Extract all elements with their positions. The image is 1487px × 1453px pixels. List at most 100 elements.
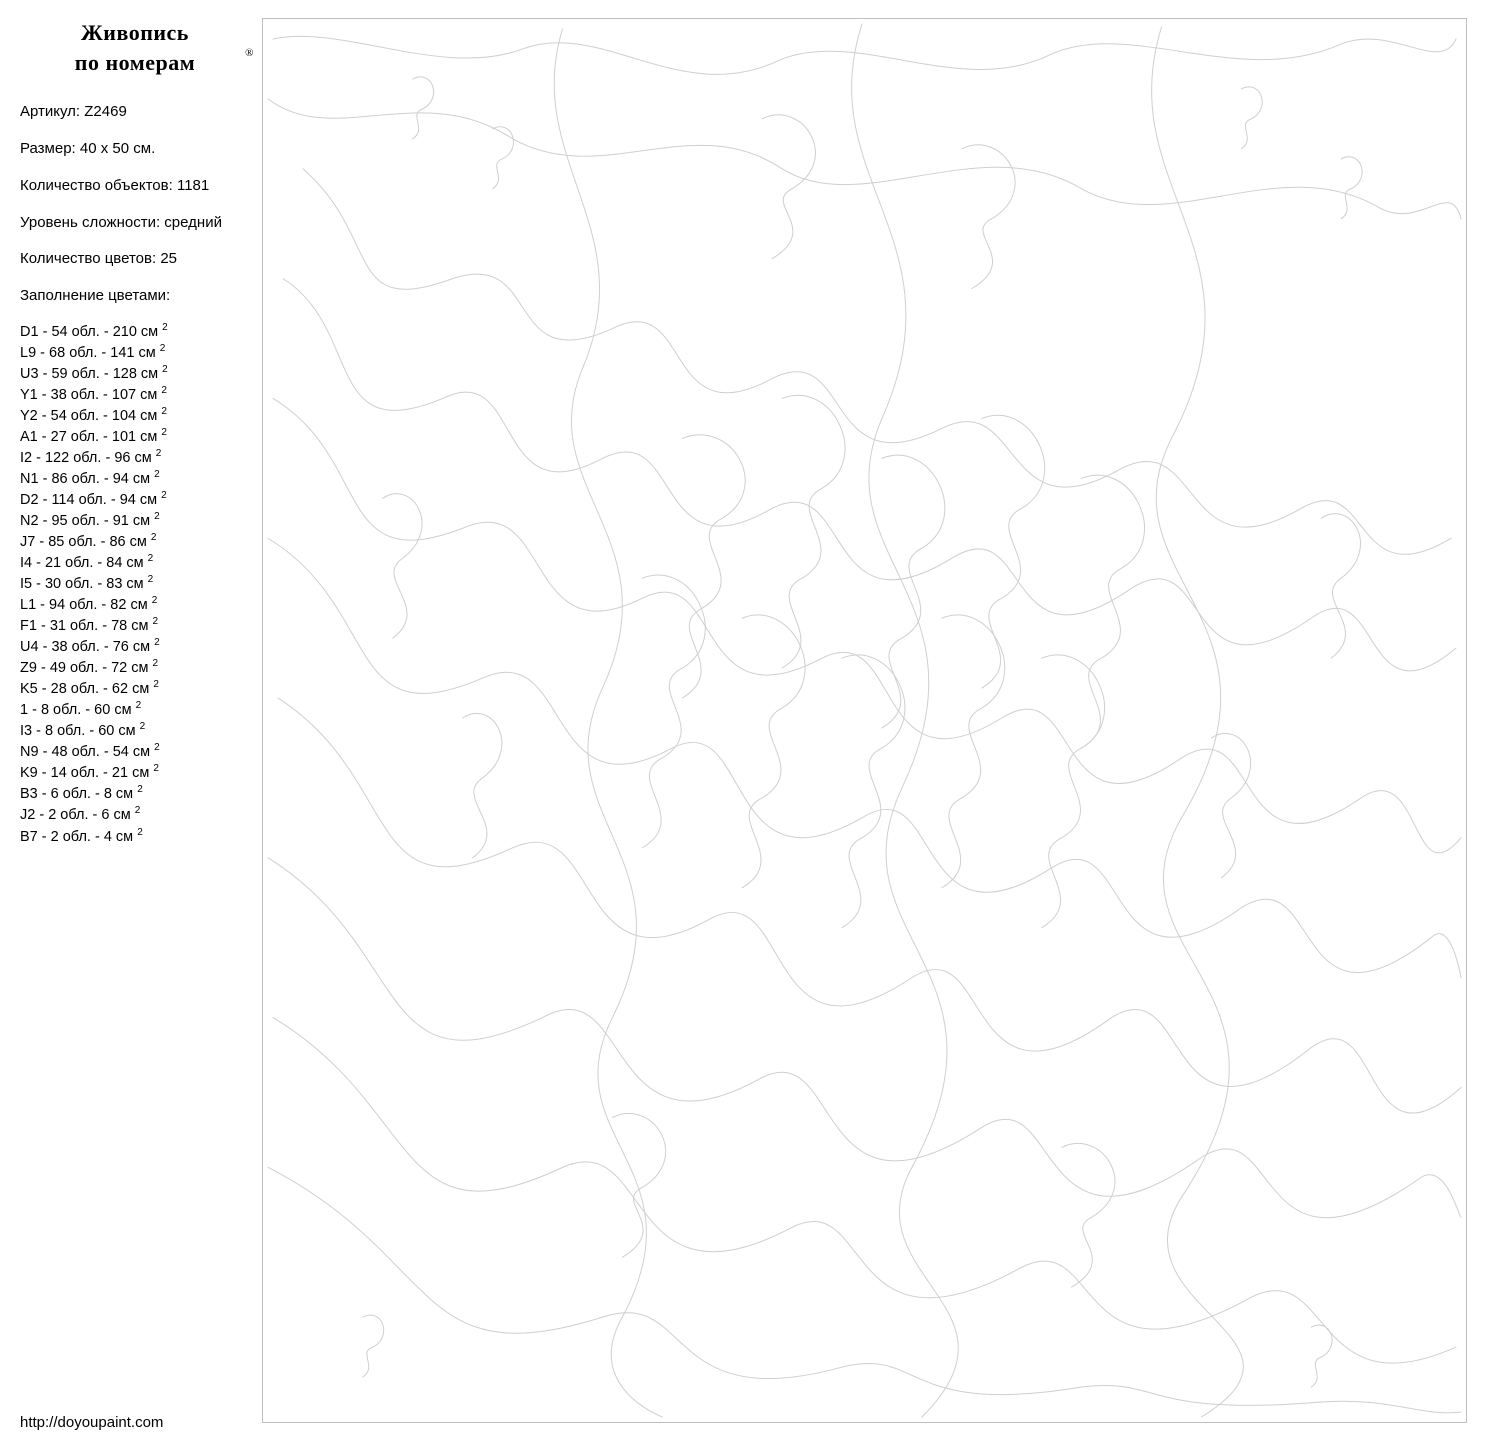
sep: - [38, 681, 51, 697]
area-exp: 2 [152, 596, 158, 607]
area-exp: 2 [160, 343, 166, 354]
color-area: 210 см [113, 324, 162, 340]
sep: - [37, 660, 50, 676]
color-obl: 38 обл. [51, 387, 99, 403]
sep: - [91, 786, 104, 802]
color-area: 96 см [114, 450, 155, 466]
sep: - [32, 450, 45, 466]
sep: - [32, 576, 45, 592]
sep: - [32, 723, 45, 739]
color-obl: 8 обл. [45, 723, 85, 739]
area-exp: 2 [161, 385, 167, 396]
color-code: L9 [20, 345, 36, 361]
brand-line2: по номерам [20, 48, 250, 78]
sep: - [38, 829, 51, 845]
color-fill-list: D1 - 54 обл. - 210 см 2L9 - 68 обл. - 14… [20, 322, 250, 847]
sep: - [38, 387, 51, 403]
color-row: K5 - 28 обл. - 62 см 2 [20, 679, 250, 700]
meta-color-count: Количество цветов: 25 [20, 250, 250, 269]
meta-objects: Количество объектов: 1181 [20, 177, 250, 196]
registered-mark: ® [245, 46, 254, 61]
color-area: 101 см [112, 429, 161, 445]
area-exp: 2 [152, 659, 158, 670]
color-area: 91 см [113, 513, 154, 529]
sep: - [99, 681, 112, 697]
color-code: A1 [20, 429, 38, 445]
area-exp: 2 [154, 469, 160, 480]
area-exp: 2 [161, 406, 167, 417]
color-code: U4 [20, 639, 39, 655]
footer-url: http://doyoupaint.com [20, 1414, 163, 1431]
area-exp: 2 [137, 827, 143, 838]
color-area: 84 см [106, 555, 147, 571]
color-area: 141 см [110, 345, 159, 361]
area-exp: 2 [154, 638, 160, 649]
color-obl: 48 обл. [51, 744, 99, 760]
sep: - [38, 786, 51, 802]
sep: - [39, 471, 52, 487]
color-row: I3 - 8 обл. - 60 см 2 [20, 721, 250, 742]
color-obl: 54 обл. [51, 408, 99, 424]
color-obl: 114 обл. [51, 492, 106, 508]
sep: - [91, 829, 104, 845]
color-row: I4 - 21 обл. - 84 см 2 [20, 553, 250, 574]
sep: - [39, 639, 52, 655]
color-code: U3 [20, 366, 39, 382]
color-code: I2 [20, 450, 32, 466]
color-code: K9 [20, 765, 38, 781]
sep: - [99, 429, 112, 445]
sep: - [100, 324, 113, 340]
color-area: 8 см [104, 786, 137, 802]
sep: - [93, 576, 106, 592]
sep: - [98, 618, 111, 634]
sep: - [101, 450, 114, 466]
area-exp: 2 [161, 427, 167, 438]
color-area: 72 см [111, 660, 152, 676]
sep: - [38, 408, 51, 424]
info-sidebar: Живопись по номерам ® Артикул: Z2469 Раз… [20, 18, 250, 848]
meta-color-count-value: 25 [160, 250, 177, 267]
color-obl: 28 обл. [51, 681, 99, 697]
color-row: L1 - 94 обл. - 82 см 2 [20, 595, 250, 616]
color-area: 4 см [104, 829, 137, 845]
area-exp: 2 [154, 511, 160, 522]
sep: - [35, 807, 48, 823]
sep: - [100, 513, 113, 529]
color-row: 1 - 8 обл. - 60 см 2 [20, 700, 250, 721]
color-row: B3 - 6 обл. - 8 см 2 [20, 784, 250, 805]
color-obl: 38 обл. [51, 639, 99, 655]
area-exp: 2 [136, 701, 142, 712]
color-code: I3 [20, 723, 32, 739]
color-row: B7 - 2 обл. - 4 см 2 [20, 827, 250, 848]
paint-outline-svg [263, 19, 1466, 1422]
area-exp: 2 [153, 680, 159, 691]
color-code: D1 [20, 324, 39, 340]
color-row: U4 - 38 обл. - 76 см 2 [20, 637, 250, 658]
color-obl: 2 обл. [48, 807, 88, 823]
meta-objects-value: 1181 [177, 177, 209, 194]
meta-difficulty: Уровень сложности: средний [20, 214, 250, 233]
color-row: J2 - 2 обл. - 6 см 2 [20, 805, 250, 826]
sep: - [32, 555, 45, 571]
color-code: D2 [20, 492, 39, 508]
sep: - [38, 765, 51, 781]
color-obl: 31 обл. [50, 618, 98, 634]
area-exp: 2 [156, 448, 162, 459]
sep: - [100, 744, 113, 760]
color-row: I5 - 30 обл. - 83 см 2 [20, 574, 250, 595]
meta-article-value: Z2469 [84, 103, 127, 120]
color-code: N2 [20, 513, 39, 529]
area-exp: 2 [152, 617, 158, 628]
color-row: N1 - 86 обл. - 94 см 2 [20, 469, 250, 490]
color-row: Y1 - 38 обл. - 107 см 2 [20, 385, 250, 406]
color-area: 94 см [113, 471, 154, 487]
area-exp: 2 [154, 743, 160, 754]
color-code: Y1 [20, 387, 38, 403]
color-row: N2 - 95 обл. - 91 см 2 [20, 511, 250, 532]
sep: - [97, 345, 110, 361]
color-obl: 85 обл. [48, 534, 96, 550]
area-exp: 2 [148, 574, 154, 585]
color-row: L9 - 68 обл. - 141 см 2 [20, 343, 250, 364]
area-exp: 2 [162, 322, 168, 333]
meta-color-count-label: Количество цветов: [20, 250, 156, 267]
